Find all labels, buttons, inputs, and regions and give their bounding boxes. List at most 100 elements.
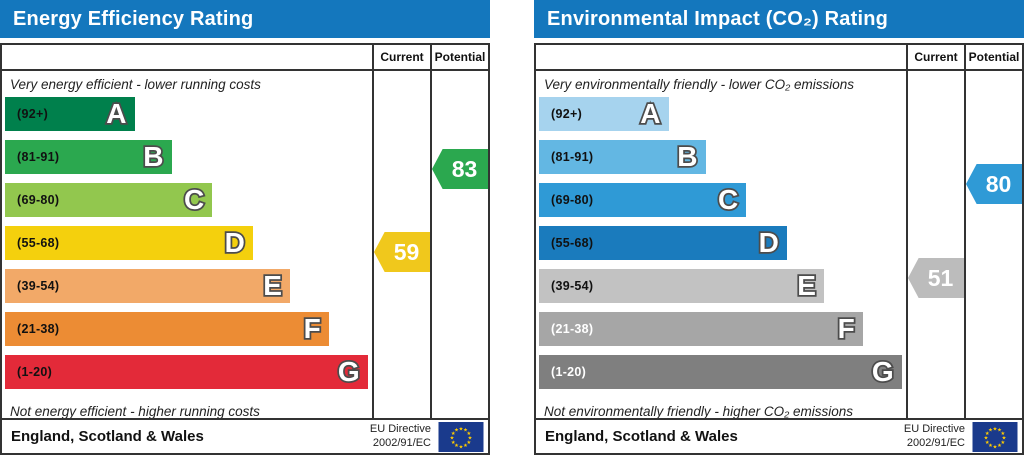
band-g-letter: G xyxy=(870,356,895,388)
band-e: (39-54) E xyxy=(539,269,824,303)
svg-text:★: ★ xyxy=(463,427,468,433)
band-a-letter: A xyxy=(104,98,128,130)
column-header-row: Current Potential xyxy=(536,45,1022,71)
bottom-caption: Not environmentally friendly - higher CO… xyxy=(544,403,854,419)
energy-efficiency-panel: Energy Efficiency Rating Current Potenti… xyxy=(0,0,490,455)
current-rating-arrow: 51 xyxy=(908,258,964,298)
potential-rating-arrow: 83 xyxy=(432,149,488,189)
svg-text:★: ★ xyxy=(454,427,459,433)
band-c-letter: C xyxy=(716,184,740,216)
potential-rating-value: 80 xyxy=(985,170,1012,197)
top-caption: Very energy efficient - lower running co… xyxy=(10,76,261,92)
environmental-impact-table: Current Potential Very environmentally f… xyxy=(534,43,1024,455)
eu-directive-line1: EU Directive xyxy=(369,423,431,436)
band-f-letter: F xyxy=(836,313,857,345)
svg-text:★: ★ xyxy=(468,435,473,441)
svg-text:★: ★ xyxy=(1002,435,1007,441)
band-b: (81-91) B xyxy=(5,140,172,174)
bands-column: Very environmentally friendly - lower CO… xyxy=(536,71,906,418)
eu-directive-line1: EU Directive xyxy=(903,423,965,436)
region-label: England, Scotland & Wales xyxy=(545,428,738,445)
band-d: (55-68) D xyxy=(5,226,253,260)
band-a-range: (92+) xyxy=(17,107,49,121)
band-g-letter: G xyxy=(336,356,361,388)
eu-flag-icon: ★ ★★ ★★★ ★★★ ★★★ xyxy=(972,421,1018,452)
band-b-range: (81-91) xyxy=(551,150,594,164)
potential-rating-arrow: 80 xyxy=(966,164,1022,204)
band-d: (55-68) D xyxy=(539,226,787,260)
band-a-range: (92+) xyxy=(551,107,583,121)
svg-text:★: ★ xyxy=(463,443,468,449)
current-rating-value: 51 xyxy=(927,264,954,291)
band-a-letter: A xyxy=(638,98,662,130)
footer-row: England, Scotland & Wales EU Directive 2… xyxy=(536,418,1022,453)
band-f-range: (21-38) xyxy=(551,322,594,336)
svg-text:★: ★ xyxy=(450,435,455,441)
band-d-range: (55-68) xyxy=(551,236,594,250)
column-header-row: Current Potential xyxy=(2,45,488,71)
band-d-range: (55-68) xyxy=(17,236,60,250)
eu-flag-icon: ★ ★★ ★★★ ★★★ ★★★ xyxy=(438,421,484,452)
band-a: (92+) A xyxy=(539,97,669,131)
band-f: (21-38) F xyxy=(5,312,329,346)
svg-text:★: ★ xyxy=(988,427,993,433)
band-c: (69-80) C xyxy=(539,183,747,217)
potential-column: 80 xyxy=(964,71,1022,418)
band-b-range: (81-91) xyxy=(17,150,60,164)
header-spacer xyxy=(536,45,906,69)
current-column: 59 xyxy=(372,71,430,418)
bottom-caption: Not energy efficient - higher running co… xyxy=(10,403,260,419)
svg-text:★: ★ xyxy=(466,439,471,445)
svg-text:★: ★ xyxy=(466,430,471,436)
svg-text:★: ★ xyxy=(454,443,459,449)
svg-text:★: ★ xyxy=(993,426,998,432)
band-d-letter: D xyxy=(757,227,781,259)
current-column: 51 xyxy=(906,71,964,418)
band-e-letter: E xyxy=(795,270,817,302)
current-rating-arrow: 59 xyxy=(374,232,430,272)
energy-efficiency-table: Current Potential Very energy efficient … xyxy=(0,43,490,455)
svg-text:★: ★ xyxy=(985,439,990,445)
eu-directive-line2: 2002/91/EC xyxy=(372,436,431,449)
svg-text:★: ★ xyxy=(451,439,456,445)
band-d-letter: D xyxy=(223,227,247,259)
band-g: (1-20) G xyxy=(5,355,368,389)
band-a: (92+) A xyxy=(5,97,135,131)
band-e-letter: E xyxy=(261,270,283,302)
current-column-header: Current xyxy=(906,45,964,69)
environmental-impact-panel: Environmental Impact (CO₂) Rating Curren… xyxy=(534,0,1024,455)
band-b-letter: B xyxy=(141,141,165,173)
svg-text:★: ★ xyxy=(997,443,1002,449)
eu-directive-label: EU Directive 2002/91/EC xyxy=(370,423,431,449)
band-f-letter: F xyxy=(302,313,323,345)
band-c-range: (69-80) xyxy=(551,193,594,207)
potential-column-header: Potential xyxy=(430,45,488,69)
svg-text:★: ★ xyxy=(985,430,990,436)
svg-text:★: ★ xyxy=(984,435,989,441)
band-e: (39-54) E xyxy=(5,269,290,303)
band-g: (1-20) G xyxy=(539,355,902,389)
svg-text:★: ★ xyxy=(451,430,456,436)
footer-row: England, Scotland & Wales EU Directive 2… xyxy=(2,418,488,453)
eu-directive-label: EU Directive 2002/91/EC xyxy=(904,423,965,449)
band-g-range: (1-20) xyxy=(17,365,53,379)
band-e-range: (39-54) xyxy=(551,279,594,293)
band-c-letter: C xyxy=(182,184,206,216)
band-b: (81-91) B xyxy=(539,140,706,174)
band-b-letter: B xyxy=(675,141,699,173)
current-rating-value: 59 xyxy=(393,238,420,265)
svg-text:★: ★ xyxy=(997,427,1002,433)
header-spacer xyxy=(2,45,372,69)
region-label: England, Scotland & Wales xyxy=(11,428,204,445)
energy-efficiency-title: Energy Efficiency Rating xyxy=(0,0,490,38)
potential-column: 83 xyxy=(430,71,488,418)
band-c-range: (69-80) xyxy=(17,193,60,207)
svg-text:★: ★ xyxy=(993,444,998,450)
svg-text:★: ★ xyxy=(459,426,464,432)
current-column-header: Current xyxy=(372,45,430,69)
band-f-range: (21-38) xyxy=(17,322,60,336)
top-caption: Very environmentally friendly - lower CO… xyxy=(544,76,854,92)
band-g-range: (1-20) xyxy=(551,365,587,379)
band-f: (21-38) F xyxy=(539,312,863,346)
